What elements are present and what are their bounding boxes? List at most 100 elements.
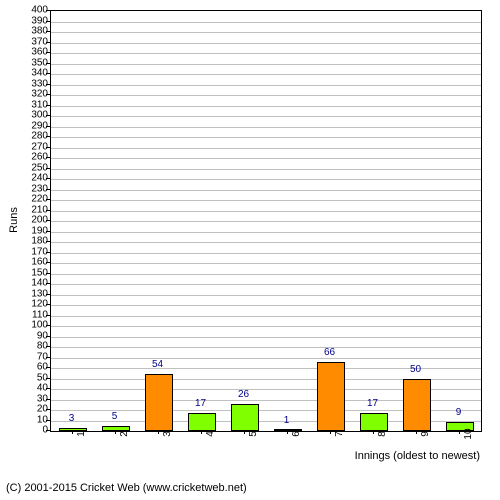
y-tick-mark [46,147,50,148]
y-tick-mark [46,42,50,43]
value-label: 9 [456,407,462,418]
y-tick-mark [46,357,50,358]
y-tick-label: 190 [18,225,48,236]
y-tick-mark [46,409,50,410]
y-tick-label: 350 [18,57,48,68]
y-tick-label: 100 [18,320,48,331]
y-tick-mark [46,136,50,137]
gridline [51,106,481,107]
gridline [51,263,481,264]
bar [231,404,259,431]
value-label: 3 [69,413,75,424]
value-label: 17 [367,398,378,409]
y-tick-label: 260 [18,152,48,163]
gridline [51,221,481,222]
y-tick-label: 20 [18,404,48,415]
x-tick-label: 7 [334,431,345,437]
x-tick-label: 8 [377,431,388,437]
y-tick-label: 170 [18,246,48,257]
x-tick-mark [244,430,245,434]
value-label: 1 [284,415,290,426]
y-tick-label: 300 [18,110,48,121]
y-tick-mark [46,325,50,326]
value-label: 17 [195,398,206,409]
y-tick-mark [46,94,50,95]
gridline [51,74,481,75]
x-tick-label: 9 [420,431,431,437]
x-tick-label: 10 [463,428,474,439]
y-tick-mark [46,367,50,368]
gridline [51,53,481,54]
value-label: 54 [152,359,163,370]
x-tick-label: 6 [291,431,302,437]
y-tick-label: 400 [18,5,48,16]
y-tick-label: 60 [18,362,48,373]
gridline [51,158,481,159]
y-tick-mark [46,241,50,242]
y-tick-label: 290 [18,120,48,131]
gridline [51,95,481,96]
x-tick-mark [459,430,460,434]
gridline [51,211,481,212]
y-tick-mark [46,84,50,85]
y-tick-label: 10 [18,414,48,425]
y-tick-mark [46,168,50,169]
y-tick-label: 310 [18,99,48,110]
gridline [51,127,481,128]
bar [145,374,173,431]
x-tick-label: 1 [76,431,87,437]
y-tick-mark [46,10,50,11]
y-tick-mark [46,126,50,127]
y-tick-mark [46,21,50,22]
y-tick-label: 220 [18,194,48,205]
y-tick-label: 150 [18,267,48,278]
gridline [51,274,481,275]
value-label: 26 [238,389,249,400]
y-tick-label: 370 [18,36,48,47]
value-label: 66 [324,347,335,358]
y-tick-mark [46,262,50,263]
gridline [51,64,481,65]
y-tick-label: 320 [18,89,48,100]
y-tick-label: 40 [18,383,48,394]
y-tick-mark [46,294,50,295]
y-tick-label: 270 [18,141,48,152]
x-tick-mark [115,430,116,434]
x-tick-mark [201,430,202,434]
y-tick-mark [46,304,50,305]
gridline [51,85,481,86]
x-tick-mark [416,430,417,434]
y-tick-label: 70 [18,351,48,362]
y-tick-mark [46,178,50,179]
chart-container: Runs Innings (oldest to newest) (C) 2001… [0,0,500,500]
x-tick-mark [158,430,159,434]
x-axis-label: Innings (oldest to newest) [50,450,480,462]
y-tick-mark [46,399,50,400]
y-tick-mark [46,430,50,431]
y-tick-label: 120 [18,299,48,310]
gridline [51,137,481,138]
x-tick-label: 4 [205,431,216,437]
y-tick-label: 360 [18,47,48,58]
gridline [51,116,481,117]
gridline [51,347,481,348]
gridline [51,22,481,23]
y-tick-label: 140 [18,278,48,289]
y-tick-mark [46,378,50,379]
x-tick-mark [373,430,374,434]
y-tick-label: 180 [18,236,48,247]
y-tick-mark [46,189,50,190]
y-tick-mark [46,63,50,64]
y-tick-mark [46,231,50,232]
x-tick-label: 2 [119,431,130,437]
gridline [51,284,481,285]
y-tick-mark [46,105,50,106]
y-tick-label: 30 [18,393,48,404]
y-tick-label: 130 [18,288,48,299]
y-tick-mark [46,273,50,274]
y-tick-mark [46,420,50,421]
y-tick-label: 340 [18,68,48,79]
y-tick-mark [46,31,50,32]
gridline [51,232,481,233]
bar [188,413,216,431]
